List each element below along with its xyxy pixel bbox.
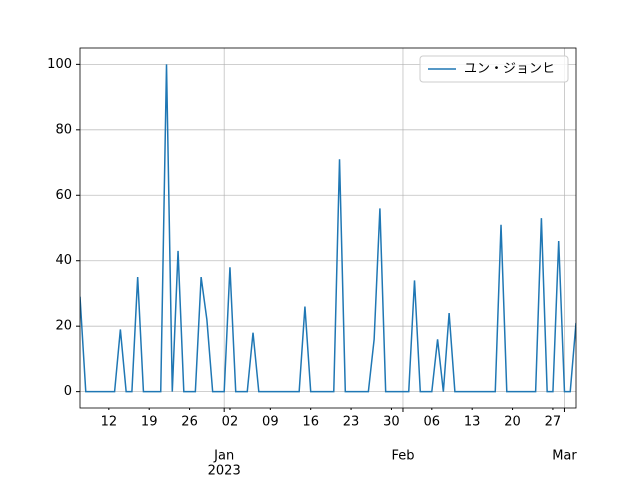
y-tick-label: 80 [55, 122, 72, 137]
x-tick-label: 16 [302, 415, 319, 430]
y-tick-label: 60 [55, 188, 72, 203]
x-tick-label: 02 [222, 415, 239, 430]
x-tick-label: Jan [213, 449, 234, 464]
x-tick-label: 20 [504, 415, 521, 430]
x-tick-label: 23 [343, 415, 360, 430]
y-tick-label: 40 [55, 253, 72, 268]
x-tick-label: Feb [391, 449, 414, 464]
y-tick-label: 0 [64, 384, 72, 399]
x-tick-label: 12 [101, 415, 118, 430]
x-tick-label: 09 [262, 415, 279, 430]
x-tick-label: 13 [464, 415, 481, 430]
x-tick-label: 27 [545, 415, 562, 430]
y-tick-label: 100 [47, 57, 72, 72]
x-tick-label: 19 [141, 415, 158, 430]
y-tick-label: 20 [55, 319, 72, 334]
legend: ユン・ジョンヒ [419, 55, 569, 83]
x-tick-label: 06 [424, 415, 441, 430]
x-year-label: 2023 [208, 464, 241, 479]
x-tick-label: 30 [383, 415, 400, 430]
legend-label: ユン・ジョンヒ [464, 62, 555, 77]
x-tick-label: 26 [181, 415, 198, 430]
legend-box [419, 55, 569, 83]
line [80, 64, 576, 393]
x-tick-label: Mar [552, 449, 577, 464]
axes-frame [79, 47, 577, 409]
